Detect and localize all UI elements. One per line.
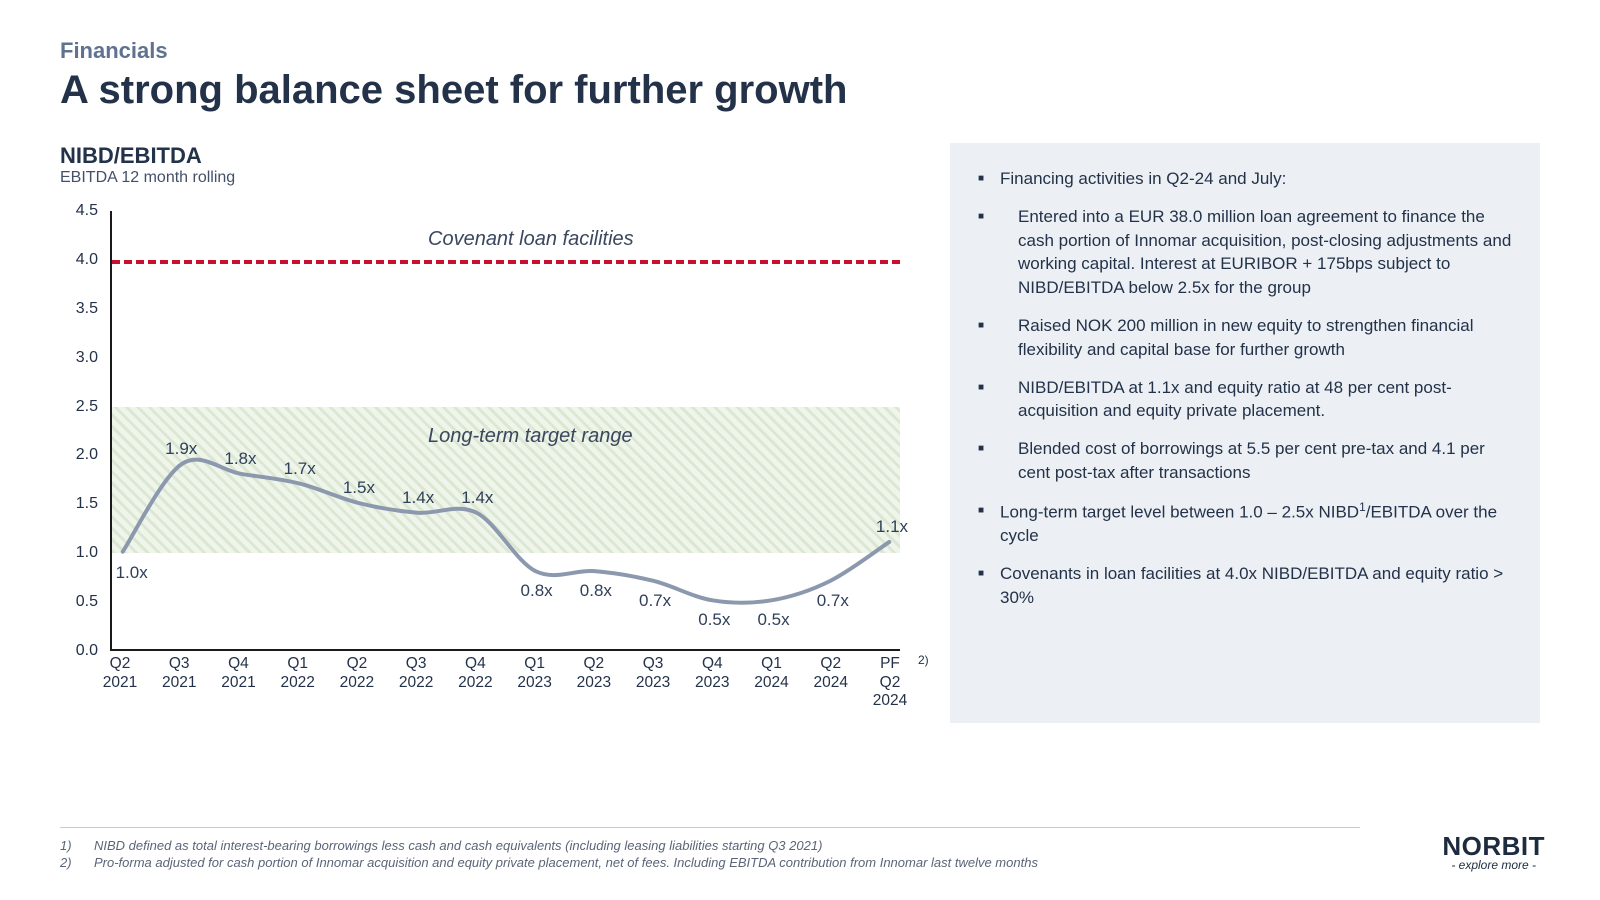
- footnote-row: 2)Pro-forma adjusted for cash portion of…: [60, 855, 1360, 870]
- line-series: [112, 211, 900, 649]
- y-tick-label: 1.5: [76, 495, 98, 513]
- y-tick-label: 3.5: [76, 300, 98, 318]
- data-point-label: 1.4x: [461, 488, 493, 508]
- x-tick-label: Q12023: [517, 655, 551, 692]
- chart-area: 0.00.51.01.52.02.53.03.54.04.5 Long-term…: [60, 203, 920, 723]
- y-tick-label: 0.0: [76, 642, 98, 660]
- y-tick-label: 3.0: [76, 349, 98, 367]
- sidebar-sub-bullet: Raised NOK 200 million in new equity to …: [978, 314, 1512, 362]
- sidebar-bullet: Covenants in loan facilities at 4.0x NIB…: [978, 562, 1512, 610]
- y-tick-label: 2.5: [76, 398, 98, 416]
- data-point-label: 1.1x: [876, 517, 908, 537]
- sidebar-sub-bullet: NIBD/EBITDA at 1.1x and equity ratio at …: [978, 376, 1512, 424]
- data-point-label: 1.9x: [165, 439, 197, 459]
- x-tick-label: Q32023: [636, 655, 670, 692]
- sidebar-sub-bullet: Blended cost of borrowings at 5.5 per ce…: [978, 437, 1512, 485]
- footnote-row: 1)NIBD defined as total interest-bearing…: [60, 838, 1360, 853]
- company-logo: NORBIT - explore more -: [1442, 831, 1545, 872]
- x-tick-footnote-mark: 2): [918, 653, 929, 667]
- footnotes: 1)NIBD defined as total interest-bearing…: [60, 827, 1360, 872]
- y-tick-label: 4.5: [76, 202, 98, 220]
- data-point-label: 0.8x: [521, 581, 553, 601]
- x-tick-label: Q22021: [103, 655, 137, 692]
- sidebar-sub-bullet: Entered into a EUR 38.0 million loan agr…: [978, 205, 1512, 300]
- x-tick-label: Q32021: [162, 655, 196, 692]
- sidebar-bullet: Long-term target level between 1.0 – 2.5…: [978, 499, 1512, 548]
- x-tick-label: Q12024: [754, 655, 788, 692]
- chart-subtitle: EBITDA 12 month rolling: [60, 169, 920, 187]
- y-tick-label: 2.0: [76, 446, 98, 464]
- x-tick-label: Q22022: [340, 655, 374, 692]
- y-tick-label: 4.0: [76, 251, 98, 269]
- x-tick-label: PF Q22024: [873, 655, 907, 711]
- x-tick-label: Q22023: [577, 655, 611, 692]
- data-point-label: 1.7x: [284, 459, 316, 479]
- data-point-label: 0.7x: [817, 591, 849, 611]
- data-point-label: 0.7x: [639, 591, 671, 611]
- x-tick-label: Q42023: [695, 655, 729, 692]
- sidebar-bullet: Financing activities in Q2-24 and July:: [978, 167, 1512, 191]
- x-tick-label: Q32022: [399, 655, 433, 692]
- x-tick-label: Q22024: [814, 655, 848, 692]
- data-point-label: 1.0x: [116, 563, 148, 583]
- section-eyebrow: Financials: [60, 38, 1540, 64]
- x-tick-label: Q42021: [221, 655, 255, 692]
- page-title: A strong balance sheet for further growt…: [60, 68, 1540, 113]
- data-point-label: 1.4x: [402, 488, 434, 508]
- data-point-label: 0.5x: [698, 610, 730, 630]
- chart-title: NIBD/EBITDA: [60, 143, 920, 169]
- data-point-label: 0.5x: [757, 610, 789, 630]
- x-tick-label: Q12022: [280, 655, 314, 692]
- sidebar-panel: Financing activities in Q2-24 and July: E…: [950, 143, 1540, 723]
- data-point-label: 1.8x: [224, 449, 256, 469]
- chart-panel: NIBD/EBITDA EBITDA 12 month rolling 0.0 0…: [60, 143, 920, 723]
- y-tick-label: 0.5: [76, 593, 98, 611]
- x-tick-label: Q42022: [458, 655, 492, 692]
- logo-tagline: - explore more -: [1442, 858, 1545, 872]
- data-point-label: 1.5x: [343, 478, 375, 498]
- y-tick-label: 1.0: [76, 544, 98, 562]
- data-point-label: 0.8x: [580, 581, 612, 601]
